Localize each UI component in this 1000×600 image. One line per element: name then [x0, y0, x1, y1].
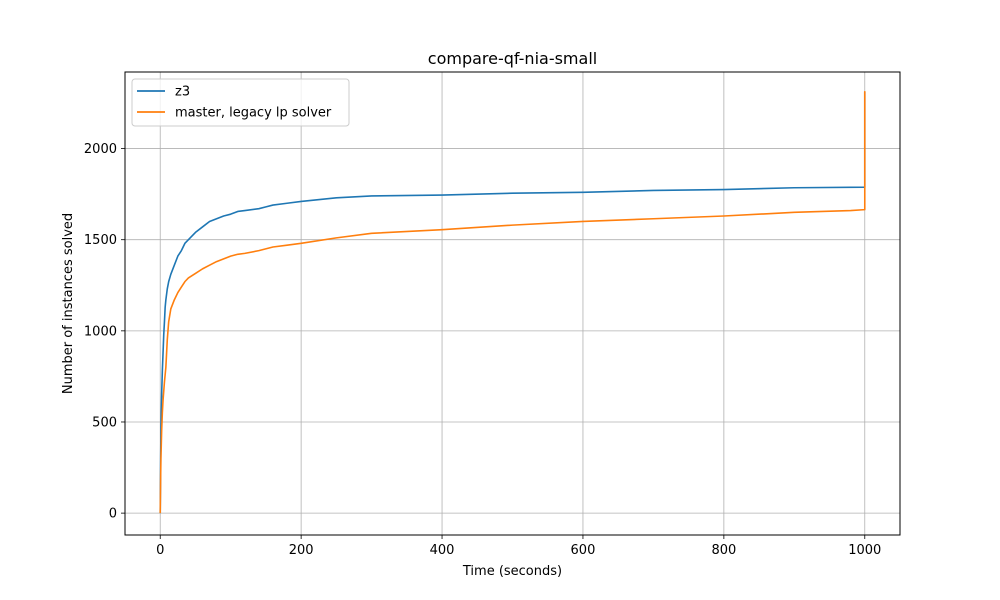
series-lines	[159, 91, 866, 514]
x-tick-label: 600	[571, 543, 596, 558]
x-axis-label: Time (seconds)	[462, 564, 562, 579]
x-tick-label: 1000	[848, 543, 881, 558]
y-tick-label: 2000	[84, 142, 117, 157]
grid	[125, 72, 900, 535]
x-tick-label: 0	[156, 543, 164, 558]
plot-frame	[124, 71, 901, 536]
y-tick-label: 1000	[84, 324, 117, 339]
ticks: 0 200 400 600 800 1000 0 500 1000 1500 2000	[84, 142, 881, 558]
x-tick-label: 800	[711, 543, 736, 558]
y-tick-label: 500	[92, 415, 117, 430]
chart-title: compare-qf-nia-small	[428, 49, 597, 68]
x-tick-label: 400	[430, 543, 455, 558]
legend-box	[131, 78, 350, 127]
x-tick-label: 200	[289, 543, 314, 558]
legend-label: master, legacy lp solver	[175, 106, 332, 121]
y-tick-label: 0	[109, 507, 117, 522]
y-tick-label: 1500	[84, 233, 117, 248]
legend: z3 master, legacy lp solver	[131, 78, 350, 127]
legend-label: z3	[175, 85, 190, 100]
y-axis-label: Number of instances solved	[61, 213, 76, 394]
series-line-2	[159, 91, 866, 514]
series-line-1	[159, 92, 866, 514]
